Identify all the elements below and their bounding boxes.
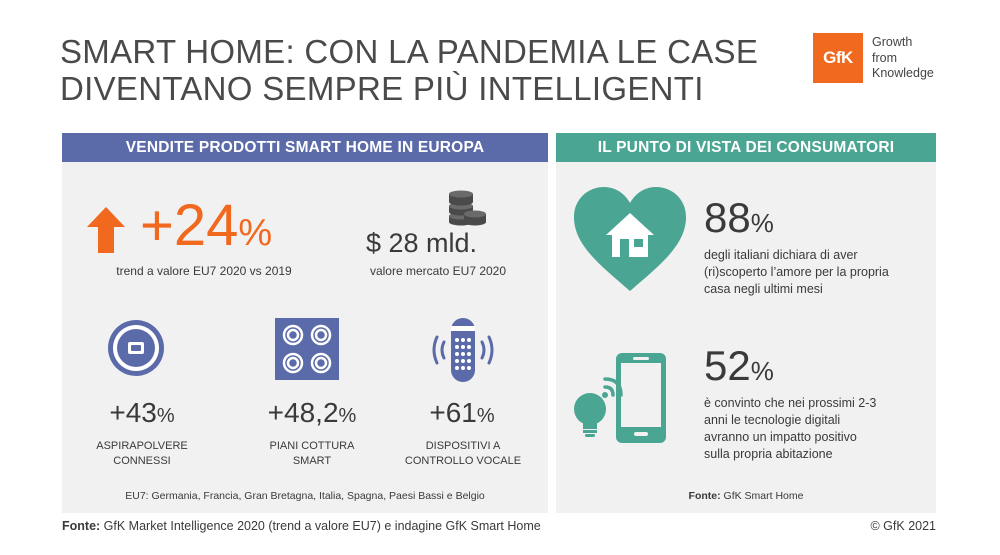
logo-tagline: Growth from Knowledge [872, 35, 934, 82]
robot-vacuum-icon [108, 320, 164, 376]
stat-52-line-2: anni le tecnologie digitali [704, 413, 841, 427]
market-label: valore mercato EU7 2020 [369, 264, 507, 278]
title-line-2: DIVENTANO SEMPRE PIÙ INTELLIGENTI [60, 70, 704, 107]
stat-52-line-1: è convinto che nei prossimi 2-3 [704, 396, 877, 410]
speaker-growth-unit: % [476, 405, 495, 427]
speaker-caption: DISPOSITIVI A CONTROLLO VOCALE [398, 439, 528, 469]
eu7-footnote: EU7: Germania, Francia, Gran Bretagna, I… [125, 490, 485, 502]
speaker-growth: +61% [402, 397, 522, 429]
footer-source-text: GfK Market Intelligence 2020 (trend a va… [103, 519, 541, 533]
title-line-1: SMART HOME: CON LA PANDEMIA LE CASE [60, 33, 759, 70]
cooktop-icon [275, 318, 339, 380]
vacuum-growth: +43% [82, 397, 202, 429]
vacuum-caption: ASPIRAPOLVERE CONNESSI [82, 439, 202, 469]
cooktop-growth-unit: % [338, 405, 357, 427]
cooktop-caption-line-1: PIANI COTTURA [269, 440, 355, 452]
stat-52-line-4: sulla propria abitazione [704, 447, 833, 461]
stat-88-line-1: degli italiani dichiara di aver [704, 248, 858, 262]
speaker-caption-line-2: CONTROLLO VOCALE [404, 455, 522, 467]
sales-panel-heading: VENDITE PRODOTTI SMART HOME IN EUROPA [62, 133, 548, 162]
vacuum-growth-number: +43 [109, 397, 157, 428]
cooktop-growth: +48,2% [242, 397, 382, 429]
stat-88-number: 88 [704, 194, 751, 241]
smart-speaker-icon [432, 318, 494, 382]
cooktop-growth-number: +48,2 [267, 397, 339, 428]
speaker-growth-number: +61 [429, 397, 477, 428]
growth-value: +24% [140, 195, 272, 264]
stat-52-number: 52 [704, 342, 751, 389]
stat-88-unit: % [750, 208, 774, 238]
consumer-source-label: Fonte: [688, 490, 721, 502]
footer-source-label: Fonte: [62, 519, 101, 533]
page-title: SMART HOME: CON LA PANDEMIA LE CASE DIVE… [60, 33, 780, 107]
consumer-source: Fonte: GfK Smart Home [556, 490, 936, 502]
consumer-source-text: GfK Smart Home [723, 490, 804, 502]
market-value: $ 28 mld. [366, 228, 478, 258]
up-arrow-icon [87, 207, 125, 253]
stat-52-unit: % [750, 356, 774, 386]
footer-source: Fonte: GfK Market Intelligence 2020 (tre… [62, 519, 541, 533]
growth-number: +24 [140, 193, 239, 258]
cooktop-caption-line-2: SMART [292, 455, 332, 467]
gfk-logo: GfK [813, 33, 863, 83]
stat-52-text: è convinto che nei prossimi 2-3 anni le … [704, 395, 934, 463]
cooktop-caption: PIANI COTTURA SMART [252, 439, 372, 469]
vacuum-growth-unit: % [156, 405, 175, 427]
stat-88-line-2: (ri)scoperto l’amore per la propria [704, 265, 889, 279]
stat-88-text: degli italiani dichiara di aver (ri)scop… [704, 247, 934, 298]
tagline-knowledge: Knowledge [872, 66, 934, 80]
stat-52-line-3: avranno un impatto positivo [704, 430, 857, 444]
tagline-growth: Growth [872, 35, 913, 49]
vacuum-caption-line-1: ASPIRAPOLVERE [96, 440, 188, 452]
heart-home-icon [574, 187, 686, 291]
vacuum-caption-line-2: CONNESSI [113, 455, 171, 467]
coins-icon [449, 190, 486, 226]
speaker-caption-line-1: DISPOSITIVI A [425, 440, 501, 452]
smartphone-bulb-icon [574, 353, 666, 443]
stat-88-line-3: casa negli ultimi mesi [704, 282, 823, 296]
consumer-panel: IL PUNTO DI VISTA DEI CONSUMATORI 88% de… [556, 133, 936, 513]
stat-88-value: 88% [704, 195, 774, 246]
stat-52-value: 52% [704, 343, 774, 394]
sales-panel: VENDITE PRODOTTI SMART HOME IN EUROPA +2… [62, 133, 548, 513]
growth-label: trend a valore EU7 2020 vs 2019 [116, 264, 292, 278]
copyright: © GfK 2021 [870, 519, 937, 533]
consumer-panel-heading: IL PUNTO DI VISTA DEI CONSUMATORI [556, 133, 936, 162]
tagline-from: from [872, 50, 897, 65]
growth-unit: % [238, 212, 273, 254]
